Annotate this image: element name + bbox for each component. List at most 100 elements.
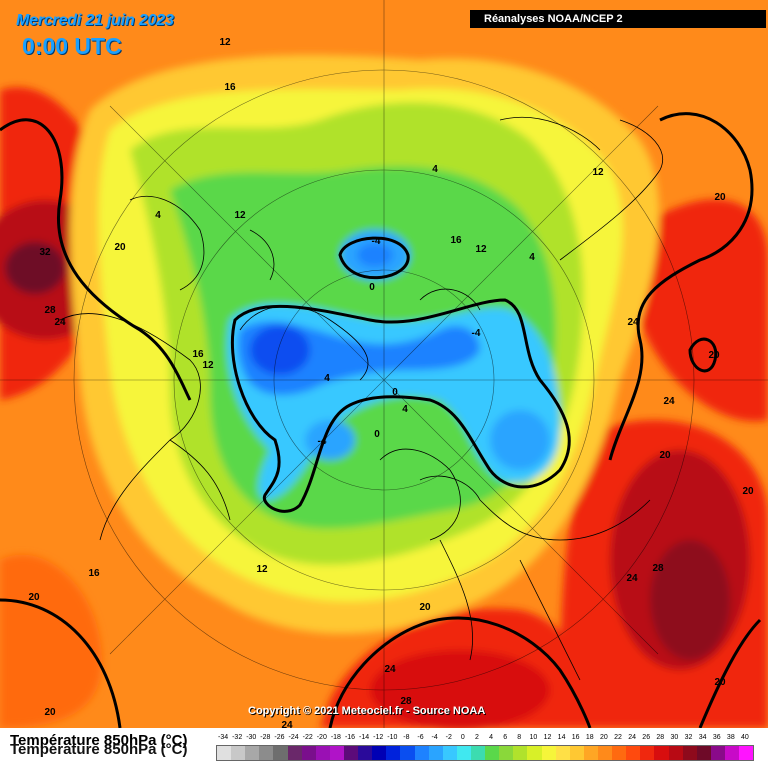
contour-label: 12 — [256, 564, 268, 575]
legend-swatch — [668, 746, 683, 760]
date-text: Mercredi 21 juin 2023 — [16, 12, 174, 29]
legend-swatch — [710, 746, 725, 760]
legend-tick: -20 — [316, 734, 327, 741]
legend-tick: -8 — [403, 734, 410, 741]
temperature-map: 12 16 12 4 4 12 20 20 32 28 24 -4 0 16 12 4 16 12 -4 4 0 4 24 2… — [0, 0, 768, 728]
contour-label: 20 — [742, 486, 754, 497]
legend-tick: -2 — [445, 734, 452, 741]
legend-tick: 26 — [642, 734, 651, 741]
contour-label: 28 — [652, 563, 664, 574]
contour-label: 4 — [432, 164, 438, 175]
legend-swatch — [739, 746, 754, 760]
source-banner: Réanalyses NOAA/NCEP 2 — [470, 10, 766, 28]
legend-tick: 38 — [726, 734, 735, 741]
legend-swatch — [541, 746, 556, 760]
contour-label: 0 — [392, 387, 398, 398]
copyright-text: Copyright © 2021 Meteociel.fr - Source N… — [248, 705, 486, 717]
contour-label: 28 — [44, 305, 56, 316]
legend-swatch — [485, 746, 500, 760]
contour-label: 0 — [369, 282, 375, 293]
legend-swatch — [343, 746, 359, 760]
legend-tick: 28 — [656, 734, 665, 741]
legend-tick: -16 — [344, 734, 356, 741]
contour-label: 12 — [202, 360, 214, 371]
legend-tick: 14 — [557, 734, 566, 741]
legend-tick: 16 — [571, 734, 580, 741]
coastlines — [59, 116, 663, 681]
legend-swatch — [724, 746, 740, 760]
contour-label: 20 — [114, 242, 126, 253]
legend-swatch — [612, 746, 627, 760]
contour-label: 24 — [626, 573, 638, 584]
legend-swatch — [329, 746, 344, 760]
contour-label: 12 — [475, 244, 487, 255]
legend-tick: -18 — [330, 734, 341, 741]
legend-tick: 24 — [628, 734, 636, 741]
contour-label: 12 — [219, 37, 231, 48]
legend-swatch — [372, 746, 387, 760]
legend-swatch — [273, 746, 288, 760]
contour-label: -4 — [472, 328, 481, 339]
legend-swatch — [428, 746, 443, 760]
legend-swatch — [654, 746, 669, 760]
legend-tick: 4 — [489, 734, 493, 741]
contour-label: 12 — [234, 210, 246, 221]
legend-swatch — [456, 746, 471, 760]
contour-label: 20 — [714, 192, 726, 203]
legend-swatch — [682, 746, 697, 760]
legend-swatch — [696, 746, 711, 760]
legend-tick: -14 — [359, 734, 370, 741]
legend-tick: 34 — [698, 734, 707, 741]
legend-swatch — [470, 746, 486, 760]
legend-swatch — [442, 746, 457, 760]
legend-tick: 2 — [474, 734, 479, 741]
legend-swatch — [400, 746, 415, 760]
contour-label: 20 — [44, 707, 56, 718]
legend-tick-labels: -34 -32 -30 -28 -26 -24 -22 -20 -18 -16 -14 -12 -10-… — [212, 734, 752, 744]
legend-tick: -6 — [417, 734, 424, 741]
legend-swatch — [555, 746, 570, 760]
legend-tick: 6 — [503, 734, 508, 741]
legend-tick: -22 — [302, 734, 313, 741]
legend-tick: 18 — [585, 734, 594, 741]
contour-label: 16 — [224, 82, 236, 93]
legend-swatch — [287, 746, 302, 760]
color-legend: Température 850hPa (°C) Température 850h… — [0, 728, 768, 768]
legend-tick: 0 — [460, 734, 465, 741]
legend-swatch — [217, 746, 232, 760]
legend-tick: -12 — [373, 734, 384, 741]
legend-tick: -34 — [217, 734, 229, 741]
legend-tick: 8 — [517, 734, 522, 741]
legend-swatch — [583, 746, 598, 760]
contour-label: 4 — [324, 373, 330, 384]
legend-tick: 20 — [599, 734, 608, 741]
legend-swatch — [513, 746, 528, 760]
legend-tick: 30 — [670, 734, 679, 741]
legend-tick: -24 — [288, 734, 299, 741]
legend-swatch — [386, 746, 401, 760]
contour-label: 24 — [54, 317, 66, 328]
legend-tick: 40 — [741, 734, 749, 741]
contour-label: -4 — [318, 436, 327, 447]
legend-swatch — [499, 746, 514, 760]
legend-swatch — [414, 746, 429, 760]
legend-tick: -26 — [274, 734, 285, 741]
contour-label: 4 — [402, 404, 408, 415]
legend-tick: -4 — [431, 734, 438, 741]
legend-swatch — [301, 746, 316, 760]
isotherm-contours — [0, 112, 762, 728]
legend-tick: -10 — [387, 734, 398, 741]
legend-swatch — [640, 746, 655, 760]
legend-swatch — [259, 746, 274, 760]
legend-tick: 36 — [712, 734, 721, 741]
legend-color-bar — [216, 745, 754, 761]
legend-title: Température 850hPa (°C) — [10, 732, 188, 749]
legend-tick: 32 — [684, 734, 693, 741]
contour-label: 16 — [192, 349, 204, 360]
contour-label: 12 — [592, 167, 604, 178]
contour-label: 20 — [714, 677, 726, 688]
legend-swatch — [626, 746, 641, 760]
legend-swatch — [569, 746, 584, 760]
contour-label: -4 — [372, 236, 381, 247]
